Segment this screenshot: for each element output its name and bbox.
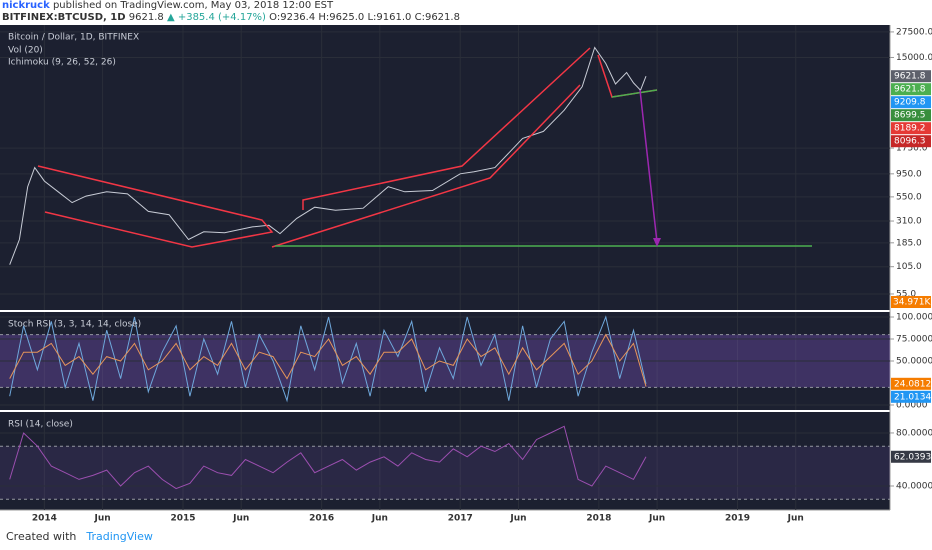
x-tick-label: 2017 <box>448 514 473 524</box>
ohlc: O:9236.4 <box>269 12 316 23</box>
y-tick-label: 105.0 <box>896 262 922 272</box>
x-tick-label: Jun <box>509 514 526 524</box>
price-label: 9621.8 <box>894 85 926 95</box>
ohlc: C:9621.8 <box>414 12 460 23</box>
series-line <box>9 333 647 387</box>
created: Created with <box>6 530 77 543</box>
price-label: 8096.3 <box>894 137 926 147</box>
y-tick-label: 27500.0 <box>896 27 932 37</box>
indicator: Ichimoku (9, 26, 52, 26) <box>8 58 116 68</box>
price-label-bg <box>891 450 931 463</box>
symbol: BITFINEX:BTCUSD, 1D <box>2 12 126 23</box>
arrow <box>639 89 658 243</box>
price-label-bg <box>891 390 931 403</box>
indicator: Vol (20) <box>8 46 43 56</box>
price-label: 8699.5 <box>894 111 926 121</box>
series-line <box>9 315 647 403</box>
price-label: 62.0393 <box>894 452 931 462</box>
x-tick-label: Jun <box>93 514 110 524</box>
x-tick-label: 2019 <box>725 514 750 524</box>
y-tick-label: 550.0 <box>896 192 922 202</box>
y-tick-label: 0.0000 <box>896 400 928 410</box>
publisher[interactable]: nickruck <box>2 0 50 11</box>
last: 9621.8 <box>128 12 164 23</box>
footer: Created with TradingView <box>6 530 153 543</box>
price-label-bg <box>891 377 931 390</box>
support <box>611 89 658 98</box>
y-tick-label: 80.0000 <box>896 428 932 438</box>
series-line <box>9 425 647 490</box>
band <box>0 446 890 500</box>
ohlc: H:9625.0 <box>318 12 365 23</box>
x-tick-label: 2014 <box>32 514 57 524</box>
arrow-head <box>653 238 661 247</box>
volume-label: 34.971K <box>893 298 931 308</box>
header: nickruck published on TradingView.com, M… <box>2 0 460 24</box>
y-tick-label: 50.0000 <box>896 357 932 367</box>
ohlc: L:9161.0 <box>367 12 412 23</box>
price-label: 21.0134 <box>894 392 931 402</box>
y-tick-label: 185.0 <box>896 238 922 248</box>
y-tick-label: 15000.0 <box>896 53 932 63</box>
chart: 2014 Jun 2015 Jun 2016 Jun 2017 Jun 2018 Jun 2019 J… <box>0 25 932 524</box>
price-label-bg <box>891 96 931 109</box>
price-panel <box>0 25 890 310</box>
series-line <box>9 46 647 265</box>
brand[interactable]: TradingView <box>86 530 153 543</box>
price-label-bg <box>891 135 931 148</box>
change: ▲ +385.4 (+4.17%) <box>166 12 266 23</box>
x-tick-label: Jun <box>648 514 665 524</box>
price-label-bg <box>891 83 931 96</box>
price-label: 9621.8 <box>894 72 926 82</box>
x-tick-label: 2015 <box>170 514 195 524</box>
drawings <box>37 47 812 248</box>
price-label-bg <box>891 122 931 135</box>
channel <box>271 84 581 248</box>
x-tick-label: 2016 <box>309 514 334 524</box>
price-label: 8189.2 <box>894 124 926 134</box>
panel-title: RSI (14, close) <box>8 420 73 430</box>
y-tick-label: 100.0000 <box>896 313 932 323</box>
channel <box>302 47 591 210</box>
panel-title: Stoch RSI (3, 3, 14, 14, close) <box>8 320 141 330</box>
x-tick-label: Jun <box>787 514 804 524</box>
price-label: 24.0812 <box>894 379 931 389</box>
y-tick-label: 950.0 <box>896 169 922 179</box>
rsi-panel <box>0 412 890 510</box>
price-label-bg <box>891 70 931 83</box>
channel <box>37 165 274 248</box>
panel-title: Bitcoin / Dollar, 1D, BITFINEX <box>8 33 139 43</box>
price-label-bg <box>891 109 931 122</box>
y-tick-label: 1750.0 <box>896 144 928 154</box>
y-tick-label: 55.0 <box>896 289 916 299</box>
y-tick-label: 75.0000 <box>896 335 932 345</box>
x-tick-label: Jun <box>371 514 388 524</box>
y-tick-label: 40.0000 <box>896 481 932 491</box>
x-tick-label: 2018 <box>586 514 611 524</box>
volume-label-bg <box>891 296 931 308</box>
x-tick-label: Jun <box>232 514 249 524</box>
price-label: 9209.8 <box>894 98 926 108</box>
y-tick-label: 310.0 <box>896 217 922 227</box>
published: published on TradingView.com, May 03, 20… <box>52 0 334 11</box>
